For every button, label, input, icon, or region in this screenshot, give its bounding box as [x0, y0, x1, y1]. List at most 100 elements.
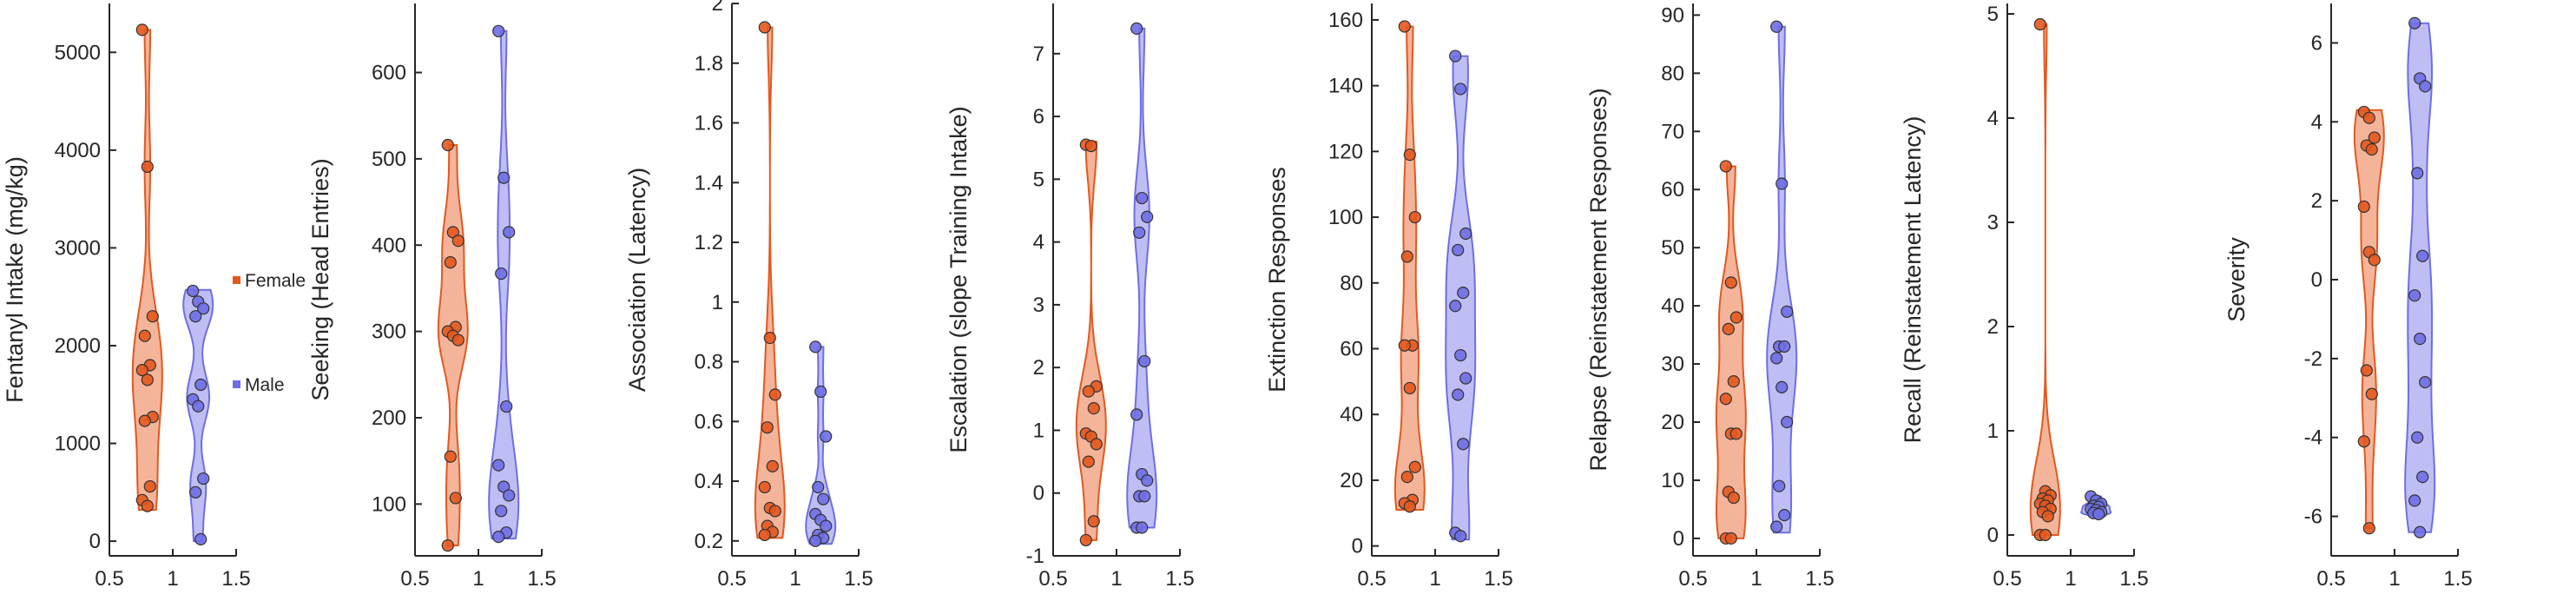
- point-male: [1454, 348, 1467, 362]
- violin-female: [437, 144, 469, 547]
- y-tick-label: 30: [1661, 353, 1684, 376]
- y-tick-label: 4: [1033, 231, 1044, 254]
- y-tick-label: -2: [2304, 347, 2322, 371]
- point-male: [812, 480, 825, 494]
- legend-swatch-female: [233, 276, 240, 284]
- point-male: [1770, 20, 1783, 33]
- y-axis-label: Escalation (slope Training Intake): [945, 106, 972, 452]
- y-tick-label: 80: [1340, 272, 1363, 295]
- panel-6: 0 10 20 30 40 50 60 70 80 90 0.5 1 1.5 Relapse (Reins…: [1585, 3, 1835, 591]
- y-tick-label: 0.8: [695, 351, 723, 374]
- point-male: [2419, 80, 2432, 93]
- point-female: [135, 364, 148, 377]
- point-male: [495, 267, 508, 281]
- y-tick-label: 0: [1673, 527, 1684, 551]
- point-female: [1082, 455, 1095, 468]
- point-female: [2368, 131, 2381, 144]
- x-tick-label: 1: [472, 567, 484, 591]
- x-tick-label: 1: [1429, 567, 1440, 591]
- point-female: [1398, 20, 1411, 33]
- x-tick-label: 1: [2388, 567, 2400, 591]
- point-male: [2419, 376, 2432, 389]
- point-male: [2092, 507, 2105, 521]
- x-tick-label: 1: [167, 567, 178, 591]
- point-female: [2039, 528, 2052, 542]
- y-tick-label: 40: [1661, 294, 1684, 318]
- point-male: [2408, 494, 2421, 507]
- point-female: [1722, 322, 1735, 336]
- y-tick-label: 400: [372, 234, 406, 257]
- x-tick-label: 0.5: [1993, 567, 2021, 591]
- y-tick-label: -1: [1026, 545, 1044, 568]
- y-tick-label: 4000: [55, 139, 101, 162]
- x-tick-label: 1.5: [1484, 567, 1512, 591]
- point-male: [194, 532, 208, 545]
- point-male: [189, 485, 202, 499]
- point-male: [809, 534, 822, 547]
- violin-female: [1393, 25, 1426, 511]
- panel-2: 100 200 300 400 500 600 0.5 1 1.5 Seeking (Head E…: [307, 3, 557, 591]
- violin-male: [1126, 27, 1158, 529]
- y-tick-label: 10: [1661, 469, 1684, 492]
- x-tick-label: 1: [1110, 567, 1122, 591]
- y-tick-label: 1: [1987, 419, 1999, 443]
- point-male: [809, 340, 822, 353]
- x-tick-label: 0.5: [1357, 567, 1386, 591]
- point-female: [2360, 364, 2373, 377]
- point-female: [758, 21, 771, 34]
- point-female: [758, 480, 771, 494]
- y-tick-label: 0.6: [695, 410, 723, 433]
- y-axis-label: Association (Latency): [624, 168, 650, 392]
- x-tick-label: 0.5: [95, 567, 123, 591]
- point-female: [761, 421, 774, 434]
- y-tick-label: -4: [2304, 426, 2322, 450]
- violin-female: [1075, 141, 1107, 541]
- violin-female: [2353, 109, 2385, 530]
- point-female: [444, 256, 457, 269]
- point-male: [1136, 521, 1149, 534]
- point-male: [1452, 243, 1465, 257]
- point-male: [820, 519, 833, 532]
- y-tick-label: 2: [712, 0, 723, 16]
- point-female: [1403, 500, 1416, 513]
- point-female: [138, 414, 151, 427]
- y-tick-label: 5: [1033, 168, 1044, 191]
- y-tick-label: 1: [712, 291, 723, 314]
- legend-label-male: Male: [245, 375, 285, 395]
- point-male: [492, 459, 505, 472]
- point-female: [1727, 375, 1740, 388]
- y-tick-label: 1.8: [695, 52, 723, 76]
- point-male: [2408, 17, 2421, 30]
- legend: Female Male: [233, 271, 306, 395]
- point-female: [768, 505, 781, 518]
- point-female: [1403, 381, 1416, 395]
- point-male: [2414, 333, 2427, 346]
- point-female: [1719, 393, 1732, 406]
- y-tick-label: 5: [1987, 3, 1999, 26]
- point-female: [2362, 111, 2375, 124]
- point-male: [1776, 177, 1789, 190]
- panel-1: 0 1000 2000 3000 4000 5000 0.5 1 1.5 Fentanyl Int…: [2, 3, 251, 591]
- point-female: [1408, 210, 1421, 224]
- x-tick-label: 1.5: [1805, 567, 1834, 591]
- y-axis-label: Fentanyl Intake (mg/kg): [2, 156, 28, 403]
- point-male: [1138, 490, 1151, 503]
- y-tick-label: 4: [1987, 107, 1999, 130]
- point-female: [1087, 515, 1100, 528]
- point-male: [2411, 167, 2424, 180]
- y-tick-label: 600: [372, 62, 406, 85]
- x-tick-label: 1: [1750, 567, 1762, 591]
- point-female: [141, 499, 154, 512]
- point-male: [1452, 388, 1465, 401]
- point-male: [503, 489, 516, 502]
- y-tick-label: 0: [1352, 535, 1363, 558]
- point-male: [197, 472, 210, 485]
- point-female: [1724, 276, 1737, 289]
- point-female: [2357, 200, 2370, 214]
- legend-label-female: Female: [245, 271, 306, 291]
- x-tick-label: 1.5: [1165, 567, 1194, 591]
- point-male: [500, 400, 513, 413]
- point-female: [141, 160, 154, 174]
- y-tick-label: 70: [1661, 120, 1684, 143]
- point-male: [1141, 474, 1154, 487]
